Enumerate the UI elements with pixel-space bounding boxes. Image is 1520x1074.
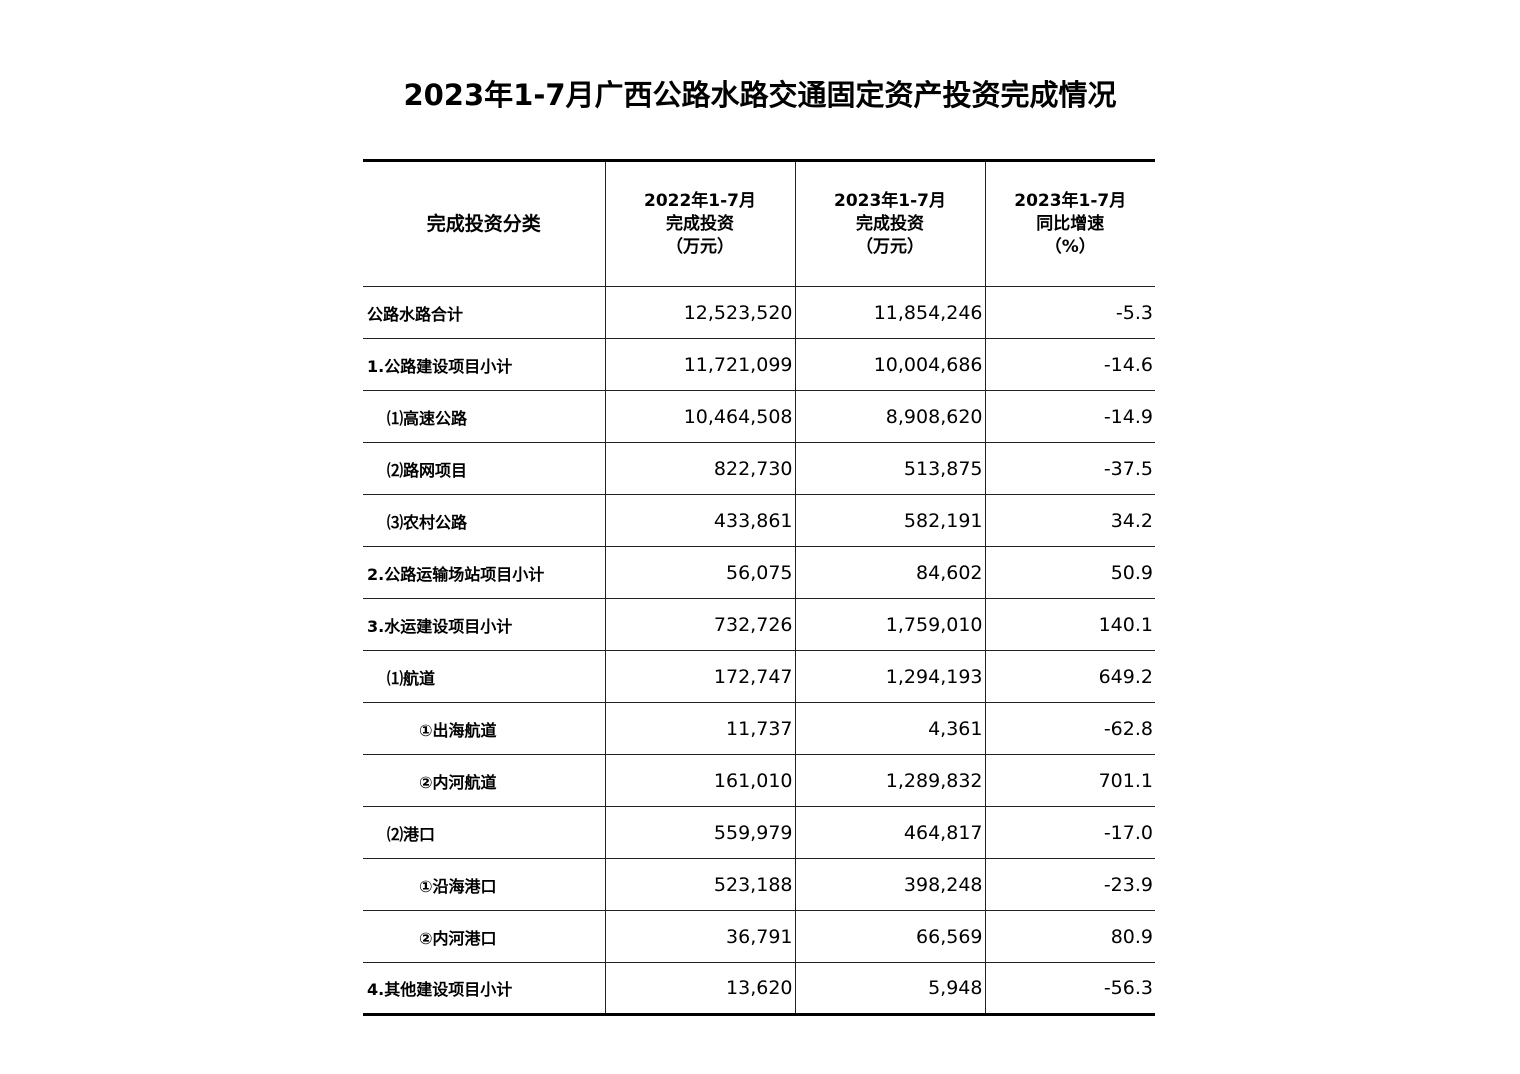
- cell-category: 2.公路运输场站项目小计: [363, 546, 606, 599]
- cell-category: ①沿海港口: [363, 858, 606, 911]
- cell-2022-value: 559,979: [604, 806, 796, 859]
- header-2022: 2022年1-7月 完成投资 （万元）: [604, 160, 796, 287]
- cell-2022-value: 732,726: [604, 598, 796, 651]
- header-line: 2023年1-7月: [1014, 190, 1127, 211]
- table-row: ⑶农村公路 433,861 582,191 34.2: [363, 494, 1155, 547]
- table-row: 3.水运建设项目小计 732,726 1,759,010 140.1: [363, 598, 1155, 651]
- cell-2023-value: 398,248: [794, 858, 986, 911]
- header-line: 完成投资: [666, 213, 734, 234]
- cell-growth-rate: 80.9: [984, 910, 1155, 963]
- table-row: ⑴高速公路 10,464,508 8,908,620 -14.9: [363, 390, 1155, 443]
- cell-2023-value: 4,361: [794, 702, 986, 755]
- header-line: 完成投资: [856, 213, 924, 234]
- cell-2022-value: 56,075: [604, 546, 796, 599]
- page-title: 2023年1-7月广西公路水路交通固定资产投资完成情况: [403, 78, 1117, 112]
- cell-category: 3.水运建设项目小计: [363, 598, 606, 651]
- cell-growth-rate: -14.9: [984, 390, 1155, 443]
- cell-2023-value: 513,875: [794, 442, 986, 495]
- cell-category: 公路水路合计: [363, 286, 606, 339]
- cell-growth-rate: 50.9: [984, 546, 1155, 599]
- table-row: 2.公路运输场站项目小计 56,075 84,602 50.9: [363, 546, 1155, 599]
- cell-growth-rate: -37.5: [984, 442, 1155, 495]
- cell-2022-value: 11,721,099: [604, 338, 796, 391]
- header-line: （%）: [1044, 236, 1096, 257]
- cell-category: ⑶农村公路: [363, 494, 606, 547]
- cell-2022-value: 36,791: [604, 910, 796, 963]
- header-line: 2022年1-7月: [643, 190, 757, 211]
- cell-category: ②内河航道: [363, 754, 606, 807]
- cell-2023-value: 84,602: [794, 546, 986, 599]
- header-growth: 2023年1-7月 同比增速 （%）: [984, 160, 1155, 287]
- cell-growth-rate: -5.3: [984, 286, 1155, 339]
- cell-category: ①出海航道: [363, 702, 606, 755]
- cell-growth-rate: -17.0: [984, 806, 1155, 859]
- cell-growth-rate: 34.2: [984, 494, 1155, 547]
- cell-2023-value: 1,289,832: [794, 754, 986, 807]
- cell-growth-rate: 649.2: [984, 650, 1155, 703]
- table-row: ②内河港口 36,791 66,569 80.9: [363, 910, 1155, 963]
- investment-table: 完成投资分类 2022年1-7月 完成投资 （万元） 2023年1-7月 完成投资 （万…: [363, 159, 1155, 1016]
- table-row: 公路水路合计 12,523,520 11,854,246 -5.3: [363, 286, 1155, 339]
- header-line: （万元）: [666, 236, 734, 257]
- table-row: 4.其他建设项目小计 13,620 5,948 -56.3: [363, 962, 1155, 1015]
- header-line: 完成投资分类: [426, 212, 541, 235]
- cell-2022-value: 11,737: [604, 702, 796, 755]
- table-row: ②内河航道 161,010 1,289,832 701.1: [363, 754, 1155, 807]
- cell-growth-rate: -23.9: [984, 858, 1155, 911]
- cell-2023-value: 464,817: [794, 806, 986, 859]
- header-2023: 2023年1-7月 完成投资 （万元）: [794, 160, 986, 287]
- header-line: 2023年1-7月: [833, 190, 947, 211]
- cell-growth-rate: -56.3: [984, 962, 1155, 1015]
- cell-category: 4.其他建设项目小计: [363, 962, 606, 1015]
- cell-2022-value: 10,464,508: [604, 390, 796, 443]
- table-row: ⑵路网项目 822,730 513,875 -37.5: [363, 442, 1155, 495]
- cell-2022-value: 822,730: [604, 442, 796, 495]
- cell-2023-value: 66,569: [794, 910, 986, 963]
- cell-2023-value: 1,294,193: [794, 650, 986, 703]
- cell-2022-value: 523,188: [604, 858, 796, 911]
- cell-2022-value: 433,861: [604, 494, 796, 547]
- cell-2022-value: 13,620: [604, 962, 796, 1015]
- table-row: ①出海航道 11,737 4,361 -62.8: [363, 702, 1155, 755]
- header-category: 完成投资分类: [363, 160, 606, 287]
- cell-2023-value: 10,004,686: [794, 338, 986, 391]
- cell-2023-value: 1,759,010: [794, 598, 986, 651]
- table-row: ⑴航道 172,747 1,294,193 649.2: [363, 650, 1155, 703]
- cell-category: ②内河港口: [363, 910, 606, 963]
- cell-2023-value: 11,854,246: [794, 286, 986, 339]
- cell-category: ⑵路网项目: [363, 442, 606, 495]
- cell-2022-value: 161,010: [604, 754, 796, 807]
- table-header-row: 完成投资分类 2022年1-7月 完成投资 （万元） 2023年1-7月 完成投资 （万…: [363, 160, 1155, 287]
- header-line: 同比增速: [1036, 213, 1105, 234]
- cell-growth-rate: 140.1: [984, 598, 1155, 651]
- cell-2023-value: 582,191: [794, 494, 986, 547]
- cell-category: ⑴高速公路: [363, 390, 606, 443]
- cell-category: ⑴航道: [363, 650, 606, 703]
- cell-2023-value: 5,948: [794, 962, 986, 1015]
- cell-category: 1.公路建设项目小计: [363, 338, 606, 391]
- header-line: （万元）: [856, 236, 924, 257]
- cell-2022-value: 172,747: [604, 650, 796, 703]
- cell-2023-value: 8,908,620: [794, 390, 986, 443]
- table-row: ⑵港口 559,979 464,817 -17.0: [363, 806, 1155, 859]
- table-row: ①沿海港口 523,188 398,248 -23.9: [363, 858, 1155, 911]
- cell-growth-rate: 701.1: [984, 754, 1155, 807]
- cell-growth-rate: -62.8: [984, 702, 1155, 755]
- cell-growth-rate: -14.6: [984, 338, 1155, 391]
- cell-2022-value: 12,523,520: [604, 286, 796, 339]
- cell-category: ⑵港口: [363, 806, 606, 859]
- table-row: 1.公路建设项目小计 11,721,099 10,004,686 -14.6: [363, 338, 1155, 391]
